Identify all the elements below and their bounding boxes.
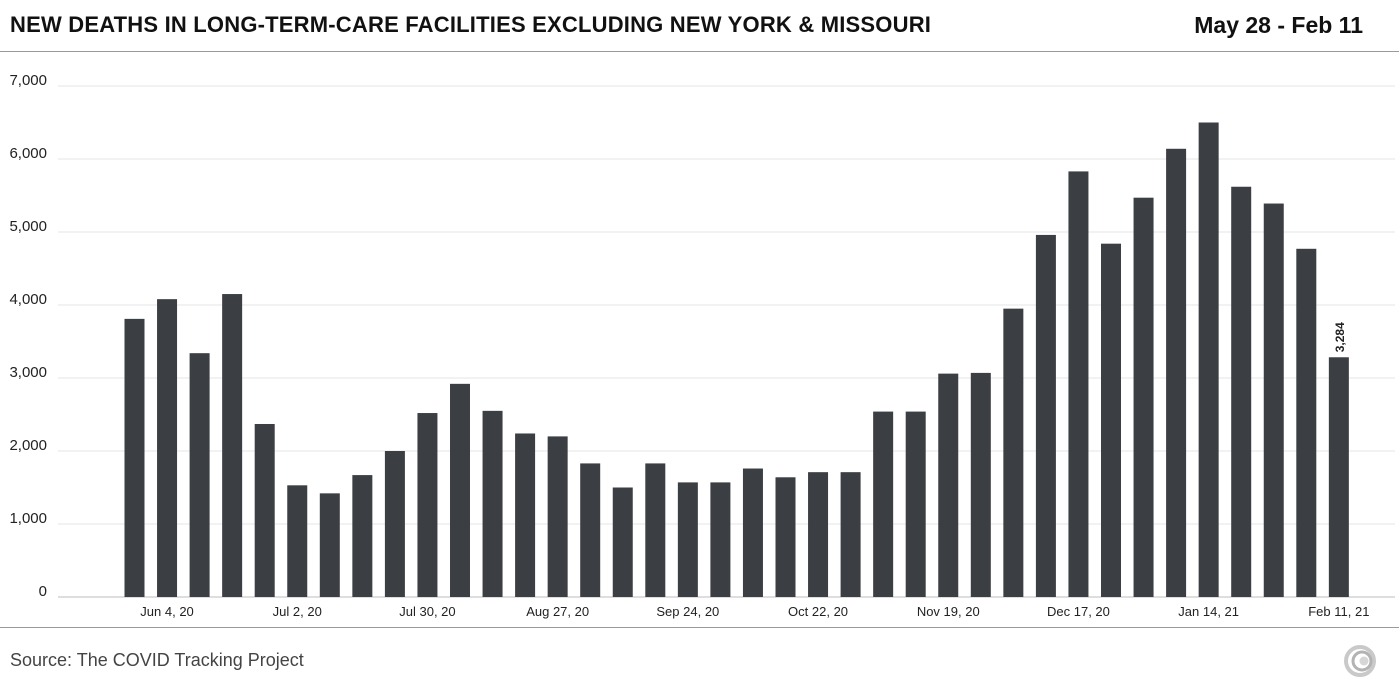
bar — [384, 451, 405, 597]
bar — [515, 433, 536, 597]
bar — [1068, 171, 1089, 597]
bar — [352, 475, 373, 597]
chart-footer: Source: The COVID Tracking Project — [0, 627, 1399, 695]
bar — [1198, 122, 1219, 597]
bar — [124, 318, 145, 597]
y-tick-label: 7,000 — [9, 72, 47, 89]
bar — [547, 436, 568, 597]
x-tick-label: Jan 14, 21 — [1178, 604, 1239, 619]
bar — [742, 468, 763, 597]
chart-header: NEW DEATHS IN LONG-TERM-CARE FACILITIES … — [0, 0, 1399, 52]
bar — [677, 482, 698, 597]
bar-value-label: 3,284 — [1333, 322, 1347, 352]
x-tick-label: Sep 24, 20 — [656, 604, 719, 619]
bar — [580, 463, 601, 597]
bar — [1328, 357, 1349, 597]
bar — [417, 413, 438, 597]
source-note: Source: The COVID Tracking Project — [10, 650, 304, 670]
x-tick-label: Dec 17, 20 — [1047, 604, 1110, 619]
bar — [873, 411, 894, 597]
bar — [1133, 197, 1154, 597]
y-tick-label: 6,000 — [9, 145, 47, 162]
x-tick-label: Oct 22, 20 — [788, 604, 848, 619]
data-labels: 3,284 — [1333, 322, 1347, 352]
covid-tracking-logo-icon — [1344, 645, 1376, 677]
x-tick-label: Nov 19, 20 — [917, 604, 980, 619]
bar — [1035, 234, 1056, 598]
bar — [710, 482, 731, 597]
bar — [319, 493, 340, 597]
y-tick-label: 4,000 — [9, 291, 47, 308]
bar — [157, 299, 178, 597]
bar — [1263, 203, 1284, 597]
bar — [1296, 248, 1317, 598]
y-axis-ticks: 0 1,000 2,000 3,000 4,000 5,000 6,000 7,000 — [9, 72, 47, 600]
x-tick-label: Jul 2, 20 — [273, 604, 322, 619]
bar — [1166, 148, 1187, 597]
bar — [482, 410, 503, 597]
grid-lines — [58, 85, 1395, 598]
y-tick-label: 5,000 — [9, 218, 47, 235]
bar — [222, 294, 243, 597]
chart-title: NEW DEATHS IN LONG-TERM-CARE FACILITIES … — [10, 12, 932, 37]
bar — [612, 487, 633, 597]
bar — [1231, 186, 1252, 598]
bar — [645, 463, 666, 597]
y-tick-label: 3,000 — [9, 364, 47, 381]
bar — [287, 485, 308, 597]
x-tick-label: Jun 4, 20 — [140, 604, 194, 619]
bar — [840, 472, 861, 597]
bar — [450, 383, 470, 597]
bar-chart: 0 1,000 2,000 3,000 4,000 5,000 6,000 7,000 Jun… — [9, 72, 1395, 619]
bar — [970, 372, 991, 597]
date-range: May 28 - Feb 11 — [1194, 12, 1363, 38]
bar — [254, 423, 275, 597]
y-tick-label: 0 — [39, 583, 47, 600]
bar — [775, 477, 796, 597]
bar — [905, 411, 926, 597]
bar — [1003, 308, 1024, 597]
x-tick-label: Aug 27, 20 — [526, 604, 589, 619]
bar — [1101, 243, 1121, 597]
x-tick-label: Feb 11, 21 — [1308, 604, 1369, 619]
bars — [124, 122, 1349, 598]
y-tick-label: 2,000 — [9, 437, 47, 454]
bar — [189, 353, 210, 597]
bar — [808, 472, 829, 597]
y-tick-label: 1,000 — [9, 510, 47, 527]
x-axis-ticks: Jun 4, 20 Jul 2, 20 Jul 30, 20 Aug 27, 20 Se… — [140, 604, 1369, 619]
x-tick-label: Jul 30, 20 — [399, 604, 455, 619]
bar — [938, 373, 959, 597]
